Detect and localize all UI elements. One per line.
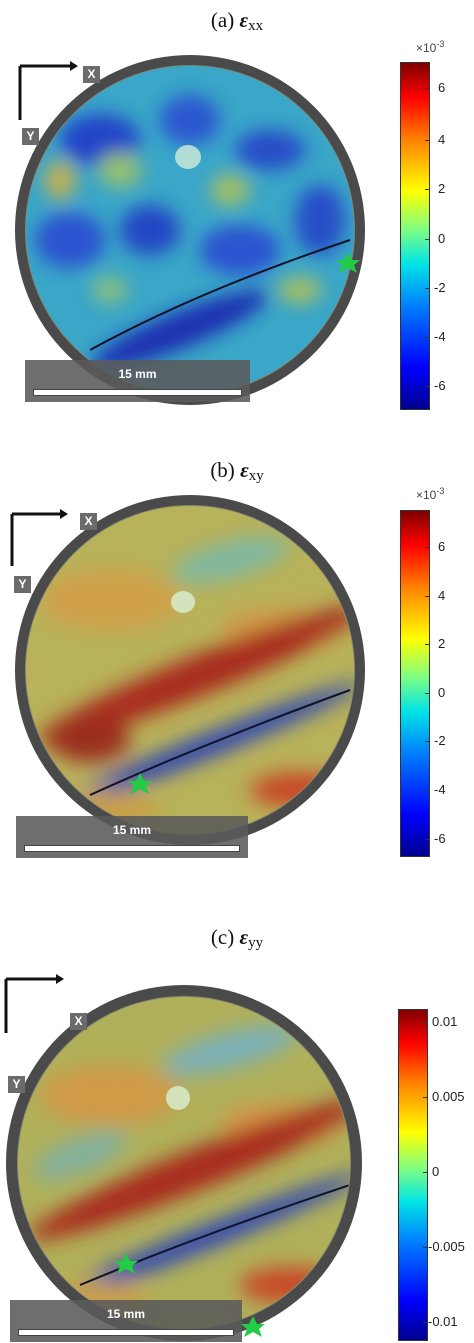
- strain-symbol: ε: [239, 8, 249, 32]
- marker-star: [336, 252, 360, 273]
- marker-star: [241, 1316, 265, 1337]
- colorbar: [400, 62, 430, 410]
- colorbar-exponent: ×10-3: [416, 39, 445, 55]
- axis-label-y: Y: [22, 128, 39, 145]
- axis-arrows: [10, 512, 66, 566]
- colorbar-tick: 0: [432, 1164, 440, 1179]
- colorbar-tick: -6: [434, 378, 446, 393]
- strain-map-b: [10, 495, 365, 845]
- colorbar-tick: -4: [434, 329, 446, 344]
- panel-title-c: (c) εyy: [210, 925, 264, 951]
- scale-label: 15 mm: [112, 823, 152, 837]
- axis-label-x: X: [80, 513, 97, 530]
- colorbar-tick: -2: [434, 280, 446, 295]
- marker-star: [128, 773, 152, 794]
- scale-label: 15 mm: [118, 367, 157, 381]
- axis-arrows: [4, 977, 62, 1033]
- colorbar-tick: -6: [434, 831, 446, 846]
- colorbar-tick: 0: [438, 231, 446, 246]
- panel-title-b: (b) εxy: [210, 458, 264, 484]
- scale-bar: 15 mm: [10, 1300, 242, 1342]
- marker-star: [114, 1253, 138, 1274]
- colorbar-tick: -0.005: [428, 1239, 465, 1254]
- colorbar-tick: -4: [434, 782, 446, 797]
- colorbar-tick: 0.005: [432, 1089, 465, 1104]
- axis-arrows: [18, 64, 76, 120]
- axis-label-x: X: [83, 66, 100, 83]
- strain-subscript: xx: [248, 18, 264, 34]
- colorbar: [400, 510, 430, 857]
- scale-label: 15 mm: [106, 1307, 146, 1321]
- colorbar-tick: 0: [438, 685, 446, 700]
- crack-line: [89, 689, 351, 796]
- panel-a: (a) εxx: [0, 0, 474, 448]
- axis-label-x: X: [70, 1013, 87, 1030]
- scale-line: [33, 389, 242, 396]
- strain-map-a: [15, 55, 365, 405]
- colorbar-tick: -0.01: [428, 1314, 458, 1329]
- strain-map-c: [4, 974, 362, 1341]
- colorbar-tick: -2: [434, 733, 446, 748]
- scale-bar: 15 mm: [25, 360, 250, 402]
- colorbar-tick: 2: [438, 181, 446, 196]
- panel-c: (c) εyy X Y: [0, 895, 474, 1343]
- panel-b: (b) εxy X Y: [0, 450, 474, 898]
- axis-label-y: Y: [8, 1076, 25, 1093]
- colorbar-tick: 6: [438, 539, 446, 554]
- colorbar-tick: 0.01: [432, 1014, 458, 1029]
- strain-subscript: yy: [248, 935, 264, 951]
- strain-symbol: ε: [240, 458, 249, 482]
- scale-bar: 15 mm: [16, 816, 248, 858]
- crack-line: [79, 1184, 350, 1286]
- colorbar-tick: 2: [438, 636, 446, 651]
- panel-title-a: (a) εxx: [210, 8, 264, 34]
- crack-line: [89, 239, 351, 351]
- scale-line: [18, 1329, 234, 1336]
- colorbar-tick: 4: [438, 588, 446, 603]
- axis-label-y: Y: [14, 576, 31, 593]
- colorbar-tick: 4: [438, 132, 446, 147]
- strain-symbol: ε: [239, 925, 249, 949]
- colorbar-exponent: ×10-3: [416, 486, 445, 502]
- scale-line: [24, 845, 240, 852]
- colorbar: [398, 1009, 428, 1341]
- strain-subscript: xy: [248, 468, 264, 484]
- colorbar-tick: 6: [438, 80, 446, 95]
